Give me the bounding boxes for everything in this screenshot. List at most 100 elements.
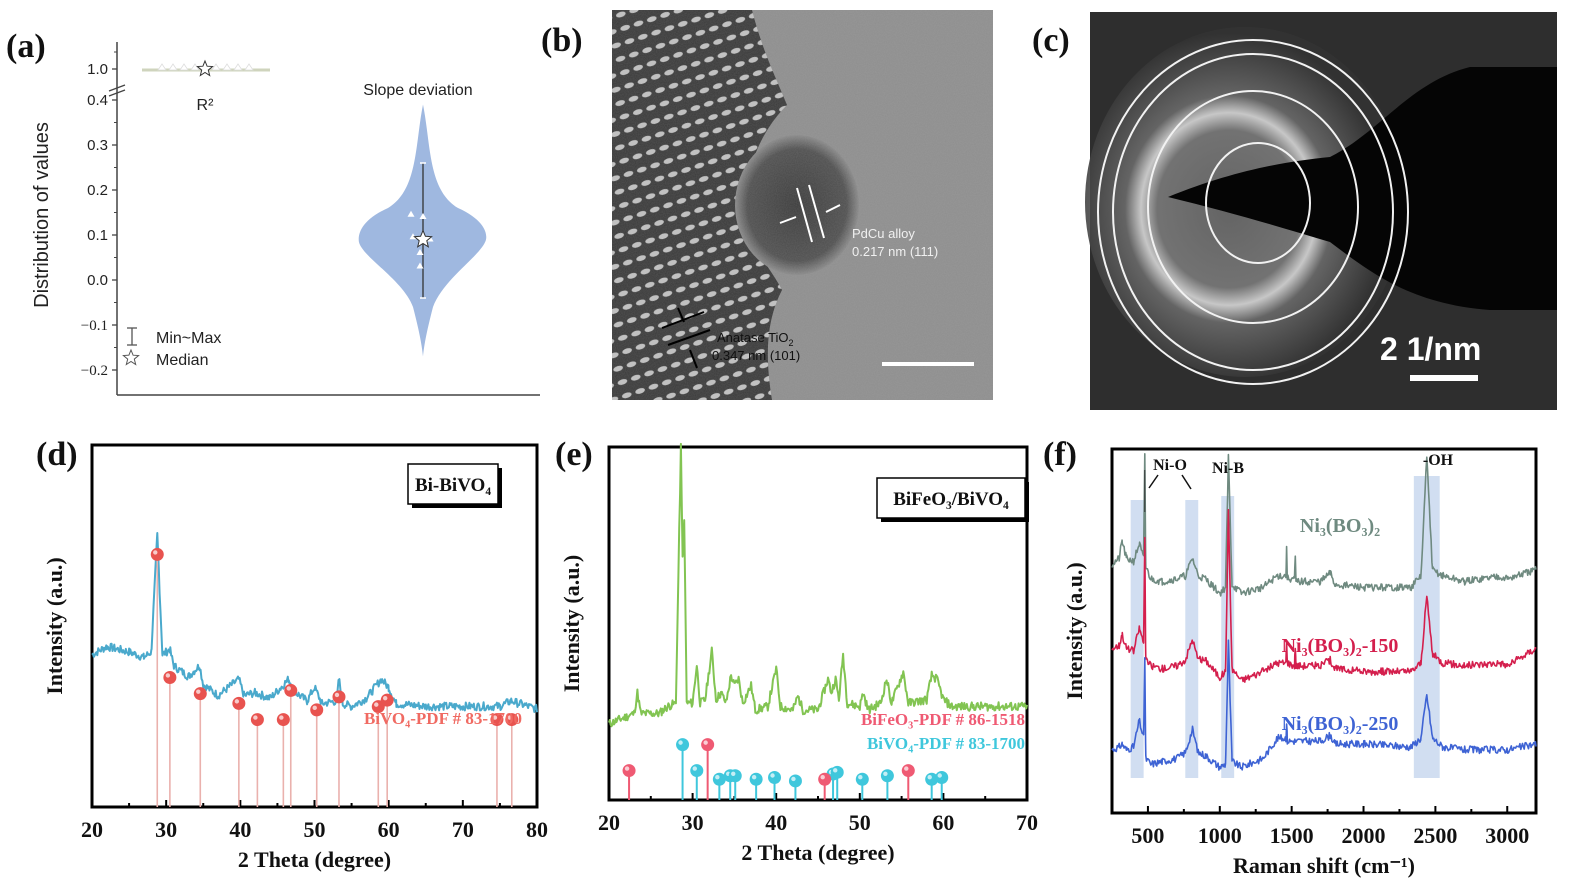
reference-peak-marker-head	[163, 670, 177, 684]
reference-peak-marker-head	[855, 772, 869, 786]
x-tick-label: 70	[452, 817, 474, 842]
r2-median-star	[196, 59, 214, 77]
r2-data-point	[157, 63, 167, 71]
axis-break-mark	[108, 84, 126, 92]
slope-data-point	[416, 249, 424, 255]
reference-peak-marker-highlight	[279, 715, 284, 720]
reference-peak-marker	[676, 738, 690, 752]
reference-peak-marker	[380, 693, 394, 707]
x-tick-label: 30	[155, 817, 177, 842]
reference-peak-marker-highlight	[703, 740, 708, 745]
hrtem-image: PdCu alloy 0.217 nm (111) Anatase TiO2 0…	[612, 10, 993, 400]
panel-label-d: (d)	[36, 436, 78, 473]
chart-a-legend: Min~Max Median	[122, 327, 221, 369]
reference-peak-marker-highlight	[492, 715, 498, 720]
annotation-oh: -OH	[1423, 452, 1454, 469]
x-axis-label: Raman shift (cm⁻¹)	[1233, 853, 1415, 878]
reference-peak-marker	[276, 713, 290, 727]
beam-stop	[1168, 67, 1557, 310]
reference-peak-marker	[880, 769, 894, 783]
r2-data-point	[168, 63, 178, 71]
reference-peak-marker-highlight	[196, 689, 201, 694]
reference-peak-marker-highlight	[927, 775, 932, 780]
reference-peak-marker	[935, 771, 949, 785]
x-tick-label: 80	[526, 817, 548, 842]
x-tick-label: 60	[378, 817, 400, 842]
reference-peak-marker-highlight	[286, 686, 291, 691]
legend-label-minmax: Min~Max	[156, 330, 221, 347]
raman-spectrum-2	[1111, 639, 1537, 771]
x-axis-label: 2 Theta (degree)	[238, 847, 391, 872]
raman-spectrum-0	[1111, 453, 1537, 597]
pdcu-label: PdCu alloy	[852, 226, 915, 241]
ni-o-arrow-2	[1181, 474, 1192, 490]
tio2-spacing-label: 0.347 nm (101)	[712, 348, 800, 363]
reference-peak-marker-highlight	[883, 771, 888, 776]
reference-peak-marker	[150, 547, 164, 561]
reference-peak-marker-highlight	[770, 773, 775, 778]
reference-peak-marker-highlight	[791, 776, 796, 782]
reference-peak-marker-highlight	[253, 715, 258, 720]
reference-peak-marker-head	[788, 774, 802, 788]
ring-middle	[1147, 90, 1359, 324]
reference-peak-marker	[901, 764, 915, 778]
x-axis-label: 2 Theta (degree)	[741, 840, 894, 865]
series-label-0: Ni₃(BO₃)₂	[1300, 515, 1380, 537]
series-label-1: Ni₃(BO₃)₂-150	[1282, 635, 1399, 657]
raman-spectrum-1	[1111, 508, 1537, 683]
reference-peak-marker-head	[150, 547, 164, 561]
x-tick-label: 3000	[1485, 823, 1529, 848]
tio2-label: Anatase TiO2	[717, 330, 794, 348]
reference-peak-marker	[749, 772, 763, 786]
reference-peak-marker	[163, 670, 177, 684]
y-tick-label: −0.2	[81, 363, 108, 379]
r2-data-point	[211, 63, 221, 71]
reference-peak-marker-head	[380, 693, 394, 707]
reference-peak-marker-highlight	[312, 705, 317, 711]
panel-label-b: (b)	[541, 22, 583, 59]
chart-d-xrd: 20 30 40 50 60 70 80 2 Theta (degree) Intensity …	[42, 443, 548, 872]
reference-peak-marker-head	[830, 765, 844, 779]
reference-peak-marker	[332, 690, 346, 704]
reference-peak-marker	[284, 683, 298, 697]
reference-peak-marker-highlight	[382, 695, 388, 701]
sample-label-box	[876, 477, 1026, 519]
reference-peak-marker-head	[622, 764, 636, 778]
reference-peak-marker-head	[701, 738, 715, 752]
series-label-2: Ni₃(BO₃)₂-250	[1282, 713, 1399, 735]
chart-f-raman: 500 1000 1500 2000 2500 3000 Raman shift (cm⁻¹…	[1062, 447, 1538, 878]
reference-peak-marker-head	[818, 772, 832, 786]
reference-peak-marker	[505, 713, 519, 727]
y-tick-label: 0.1	[87, 227, 108, 244]
x-tick-label: 20	[81, 817, 103, 842]
legend-star-icon	[122, 348, 140, 366]
x-tick-label: 30	[682, 810, 704, 835]
reference-peak-marker-highlight	[624, 766, 630, 771]
x-tick-label: 1500	[1270, 823, 1314, 848]
chart-a-group-label-r2: R²	[197, 97, 215, 114]
reference-peak-marker	[855, 772, 869, 786]
x-tick-label: 20	[598, 810, 620, 835]
pdcu-spacing-label: 0.217 nm (111)	[852, 244, 938, 259]
y-tick-label: 0.3	[87, 137, 108, 154]
slope-data-point	[407, 210, 415, 217]
slope-data-point	[409, 233, 417, 240]
reference-label-bivo4: BiVO₄-PDF # 83-1700	[867, 734, 1025, 753]
reference-peak-marker-highlight	[374, 702, 379, 707]
r2-data-point	[222, 63, 232, 71]
y-tick-label: −0.1	[81, 318, 108, 334]
tio2-lattice-marker	[661, 307, 711, 369]
saed-image: 2 1/nm	[1085, 12, 1557, 410]
y-tick-label: 0.0	[87, 272, 108, 289]
slope-median-star	[413, 229, 433, 248]
slope-data-point	[419, 213, 427, 219]
panel-label-c: (c)	[1032, 22, 1070, 59]
reference-peak-marker-highlight	[507, 715, 512, 720]
pdcu-lattice-marker	[779, 184, 841, 243]
reference-peak-marker-head	[332, 690, 346, 704]
x-tick-label: 60	[932, 810, 954, 835]
r2-data-point	[244, 63, 254, 71]
reference-peak-marker-highlight	[165, 673, 171, 678]
panel-label-a: (a)	[6, 28, 46, 65]
reference-peak-marker-head	[310, 703, 324, 717]
